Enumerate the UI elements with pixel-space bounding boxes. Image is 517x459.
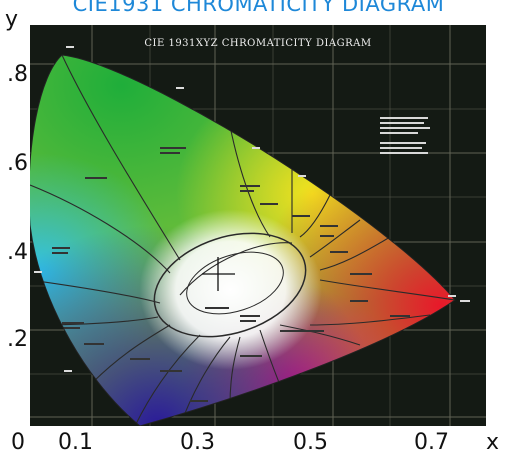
- inner-white-outline: [186, 251, 284, 315]
- y-tick-label: .2: [7, 327, 28, 352]
- diagram-caption: CIE 1931XYZ CHROMATICITY DIAGRAM: [144, 38, 372, 49]
- x-tick-label: 0.7: [414, 430, 449, 455]
- y-tick-label: .8: [7, 62, 28, 87]
- chromaticity-diagram: CIE 1931XYZ CHROMATICITY DIAGRAM: [30, 25, 486, 426]
- white-point-crosshair-icon: [202, 257, 235, 291]
- y-tick-label: .6: [7, 151, 28, 176]
- white-region-outline: [153, 232, 307, 338]
- spectral-locus-fill: [30, 55, 455, 426]
- x-tick-label: 0.5: [293, 430, 328, 455]
- wavelength-marks: [34, 46, 470, 372]
- color-region-boundaries: [30, 55, 455, 426]
- page-title: CIE1931 CHROMATICITY DIAGRAM: [72, 0, 445, 16]
- spectral-locus-outline: [30, 54, 456, 426]
- legend-block: [380, 117, 440, 157]
- x-tick-label: 0: [11, 430, 25, 455]
- y-tick-label: .4: [7, 240, 28, 265]
- diagram-graphic: [30, 25, 486, 426]
- x-tick-label: 0.3: [180, 430, 215, 455]
- x-tick-label: 0.1: [58, 430, 93, 455]
- x-axis-name: x: [486, 430, 500, 455]
- region-labels: [52, 147, 410, 402]
- y-axis-name: y: [5, 7, 19, 32]
